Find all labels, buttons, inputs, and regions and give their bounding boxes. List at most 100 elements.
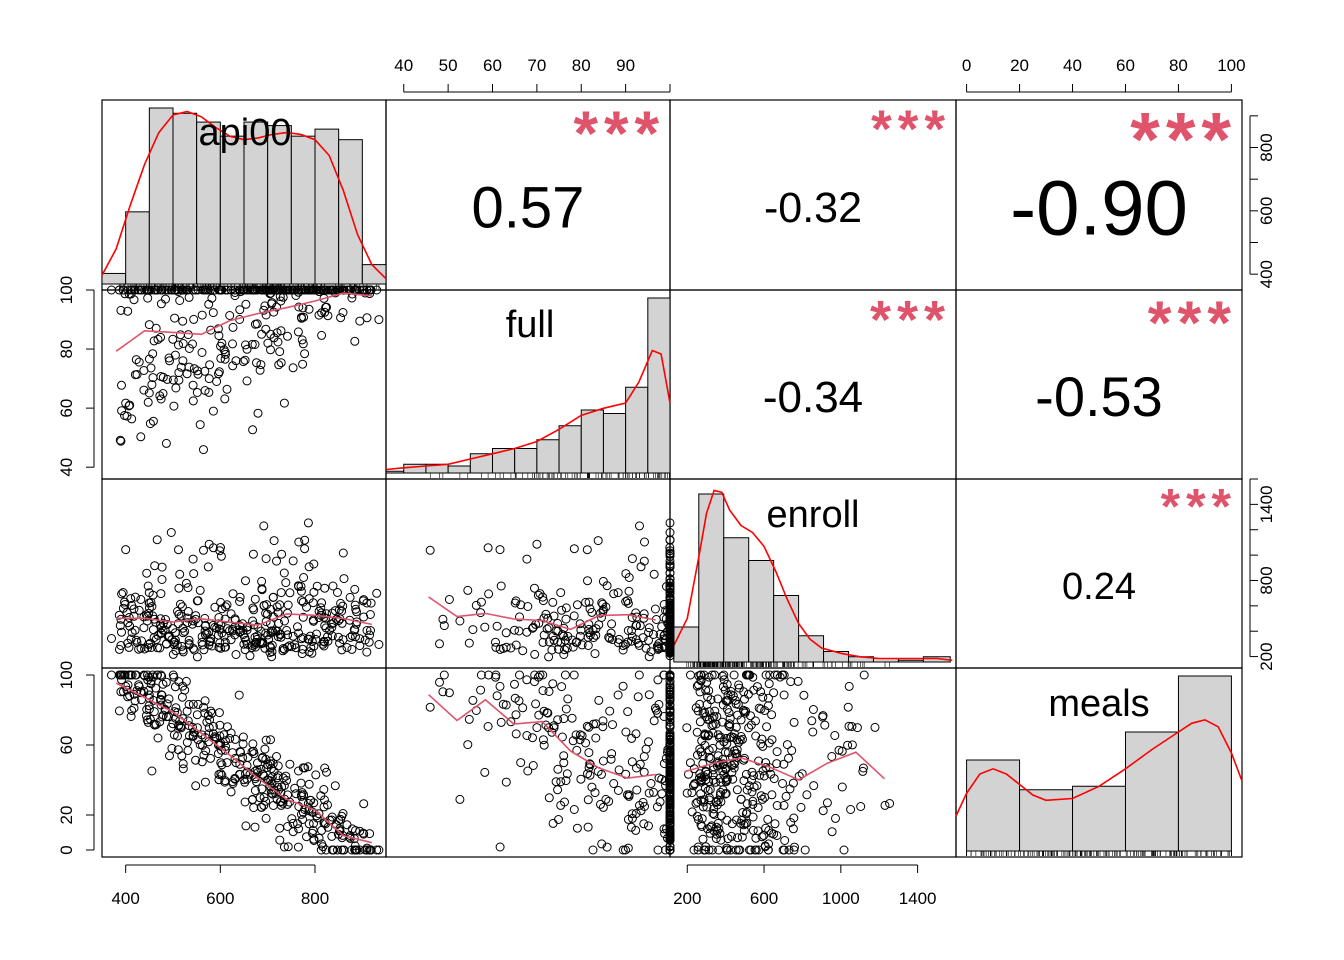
- scatter-enroll-vs-full: [425, 518, 675, 662]
- data-point: [726, 687, 736, 696]
- data-point: [613, 638, 623, 648]
- data-point: [297, 788, 307, 798]
- data-point: [210, 285, 220, 295]
- data-point: [802, 790, 812, 800]
- data-point: [261, 813, 271, 823]
- data-point: [665, 574, 675, 584]
- data-point: [176, 599, 185, 609]
- tick-label: 50: [439, 56, 458, 75]
- data-point: [171, 646, 181, 656]
- data-point: [241, 821, 251, 831]
- data-point: [107, 670, 116, 680]
- data-point: [247, 643, 257, 652]
- data-point: [665, 612, 675, 622]
- data-point: [634, 641, 644, 650]
- data-point: [268, 285, 278, 295]
- data-point: [206, 636, 215, 646]
- data-point: [695, 687, 705, 697]
- data-point: [585, 759, 595, 769]
- data-point: [760, 706, 770, 715]
- histogram-bar: [447, 465, 471, 474]
- data-point: [665, 730, 675, 740]
- data-point: [279, 842, 289, 852]
- data-point: [641, 744, 651, 754]
- data-point: [471, 600, 481, 610]
- data-point: [153, 630, 163, 640]
- data-point: [216, 285, 226, 295]
- data-point: [248, 425, 258, 435]
- data-point: [148, 349, 158, 359]
- data-point: [729, 759, 739, 769]
- data-point: [782, 740, 792, 750]
- data-point: [609, 779, 619, 788]
- data-point: [511, 640, 521, 650]
- data-point: [285, 759, 295, 769]
- data-point: [161, 677, 171, 687]
- data-point: [153, 643, 162, 653]
- data-point: [705, 828, 715, 838]
- data-point: [216, 745, 226, 755]
- data-point: [276, 588, 286, 598]
- data-point: [665, 770, 675, 780]
- data-point: [591, 624, 601, 634]
- data-point: [169, 730, 179, 740]
- histogram-bar: [361, 264, 387, 285]
- data-point: [322, 609, 331, 619]
- data-point: [695, 717, 705, 727]
- data-point: [176, 362, 186, 372]
- data-point: [320, 583, 330, 593]
- tick-label: 800: [301, 889, 329, 908]
- data-point: [365, 610, 375, 619]
- data-point: [544, 723, 554, 733]
- data-point: [238, 357, 248, 367]
- data-point: [650, 703, 660, 713]
- data-point: [266, 735, 275, 745]
- data-point: [528, 761, 538, 770]
- data-point: [480, 767, 490, 777]
- data-point: [199, 702, 208, 712]
- data-point: [298, 285, 308, 295]
- data-point: [309, 834, 319, 844]
- data-point: [703, 692, 713, 702]
- data-point: [253, 631, 262, 641]
- data-point: [250, 822, 260, 832]
- histogram-bar: [773, 595, 800, 663]
- data-point: [205, 637, 215, 647]
- data-point: [653, 644, 663, 654]
- data-point: [226, 609, 236, 619]
- data-point: [240, 633, 250, 643]
- data-point: [644, 623, 654, 633]
- data-point: [320, 307, 330, 317]
- data-point: [597, 769, 606, 779]
- data-point: [784, 753, 793, 763]
- data-point: [715, 790, 725, 800]
- data-point: [729, 670, 739, 680]
- data-point: [277, 549, 287, 559]
- histogram-bar: [625, 386, 649, 474]
- data-point: [144, 588, 154, 598]
- data-point: [222, 758, 232, 768]
- data-point: [665, 834, 675, 844]
- data-point: [320, 795, 329, 805]
- data-point: [120, 670, 130, 680]
- data-point: [699, 670, 709, 680]
- data-point: [188, 554, 198, 564]
- data-point: [216, 758, 226, 768]
- data-point: [843, 702, 853, 712]
- data-point: [144, 320, 154, 330]
- data-point: [177, 602, 187, 612]
- data-point: [779, 759, 789, 769]
- tick-label: 60: [57, 736, 76, 755]
- data-point: [665, 551, 675, 561]
- data-point: [178, 681, 188, 691]
- data-point: [283, 331, 292, 341]
- data-point: [157, 575, 167, 584]
- data-point: [132, 637, 142, 647]
- data-point: [758, 692, 768, 702]
- data-point: [687, 788, 697, 798]
- data-point: [257, 784, 267, 794]
- data-point: [438, 614, 448, 624]
- rug-full: [429, 473, 671, 478]
- data-point: [706, 753, 716, 763]
- data-point: [309, 798, 319, 808]
